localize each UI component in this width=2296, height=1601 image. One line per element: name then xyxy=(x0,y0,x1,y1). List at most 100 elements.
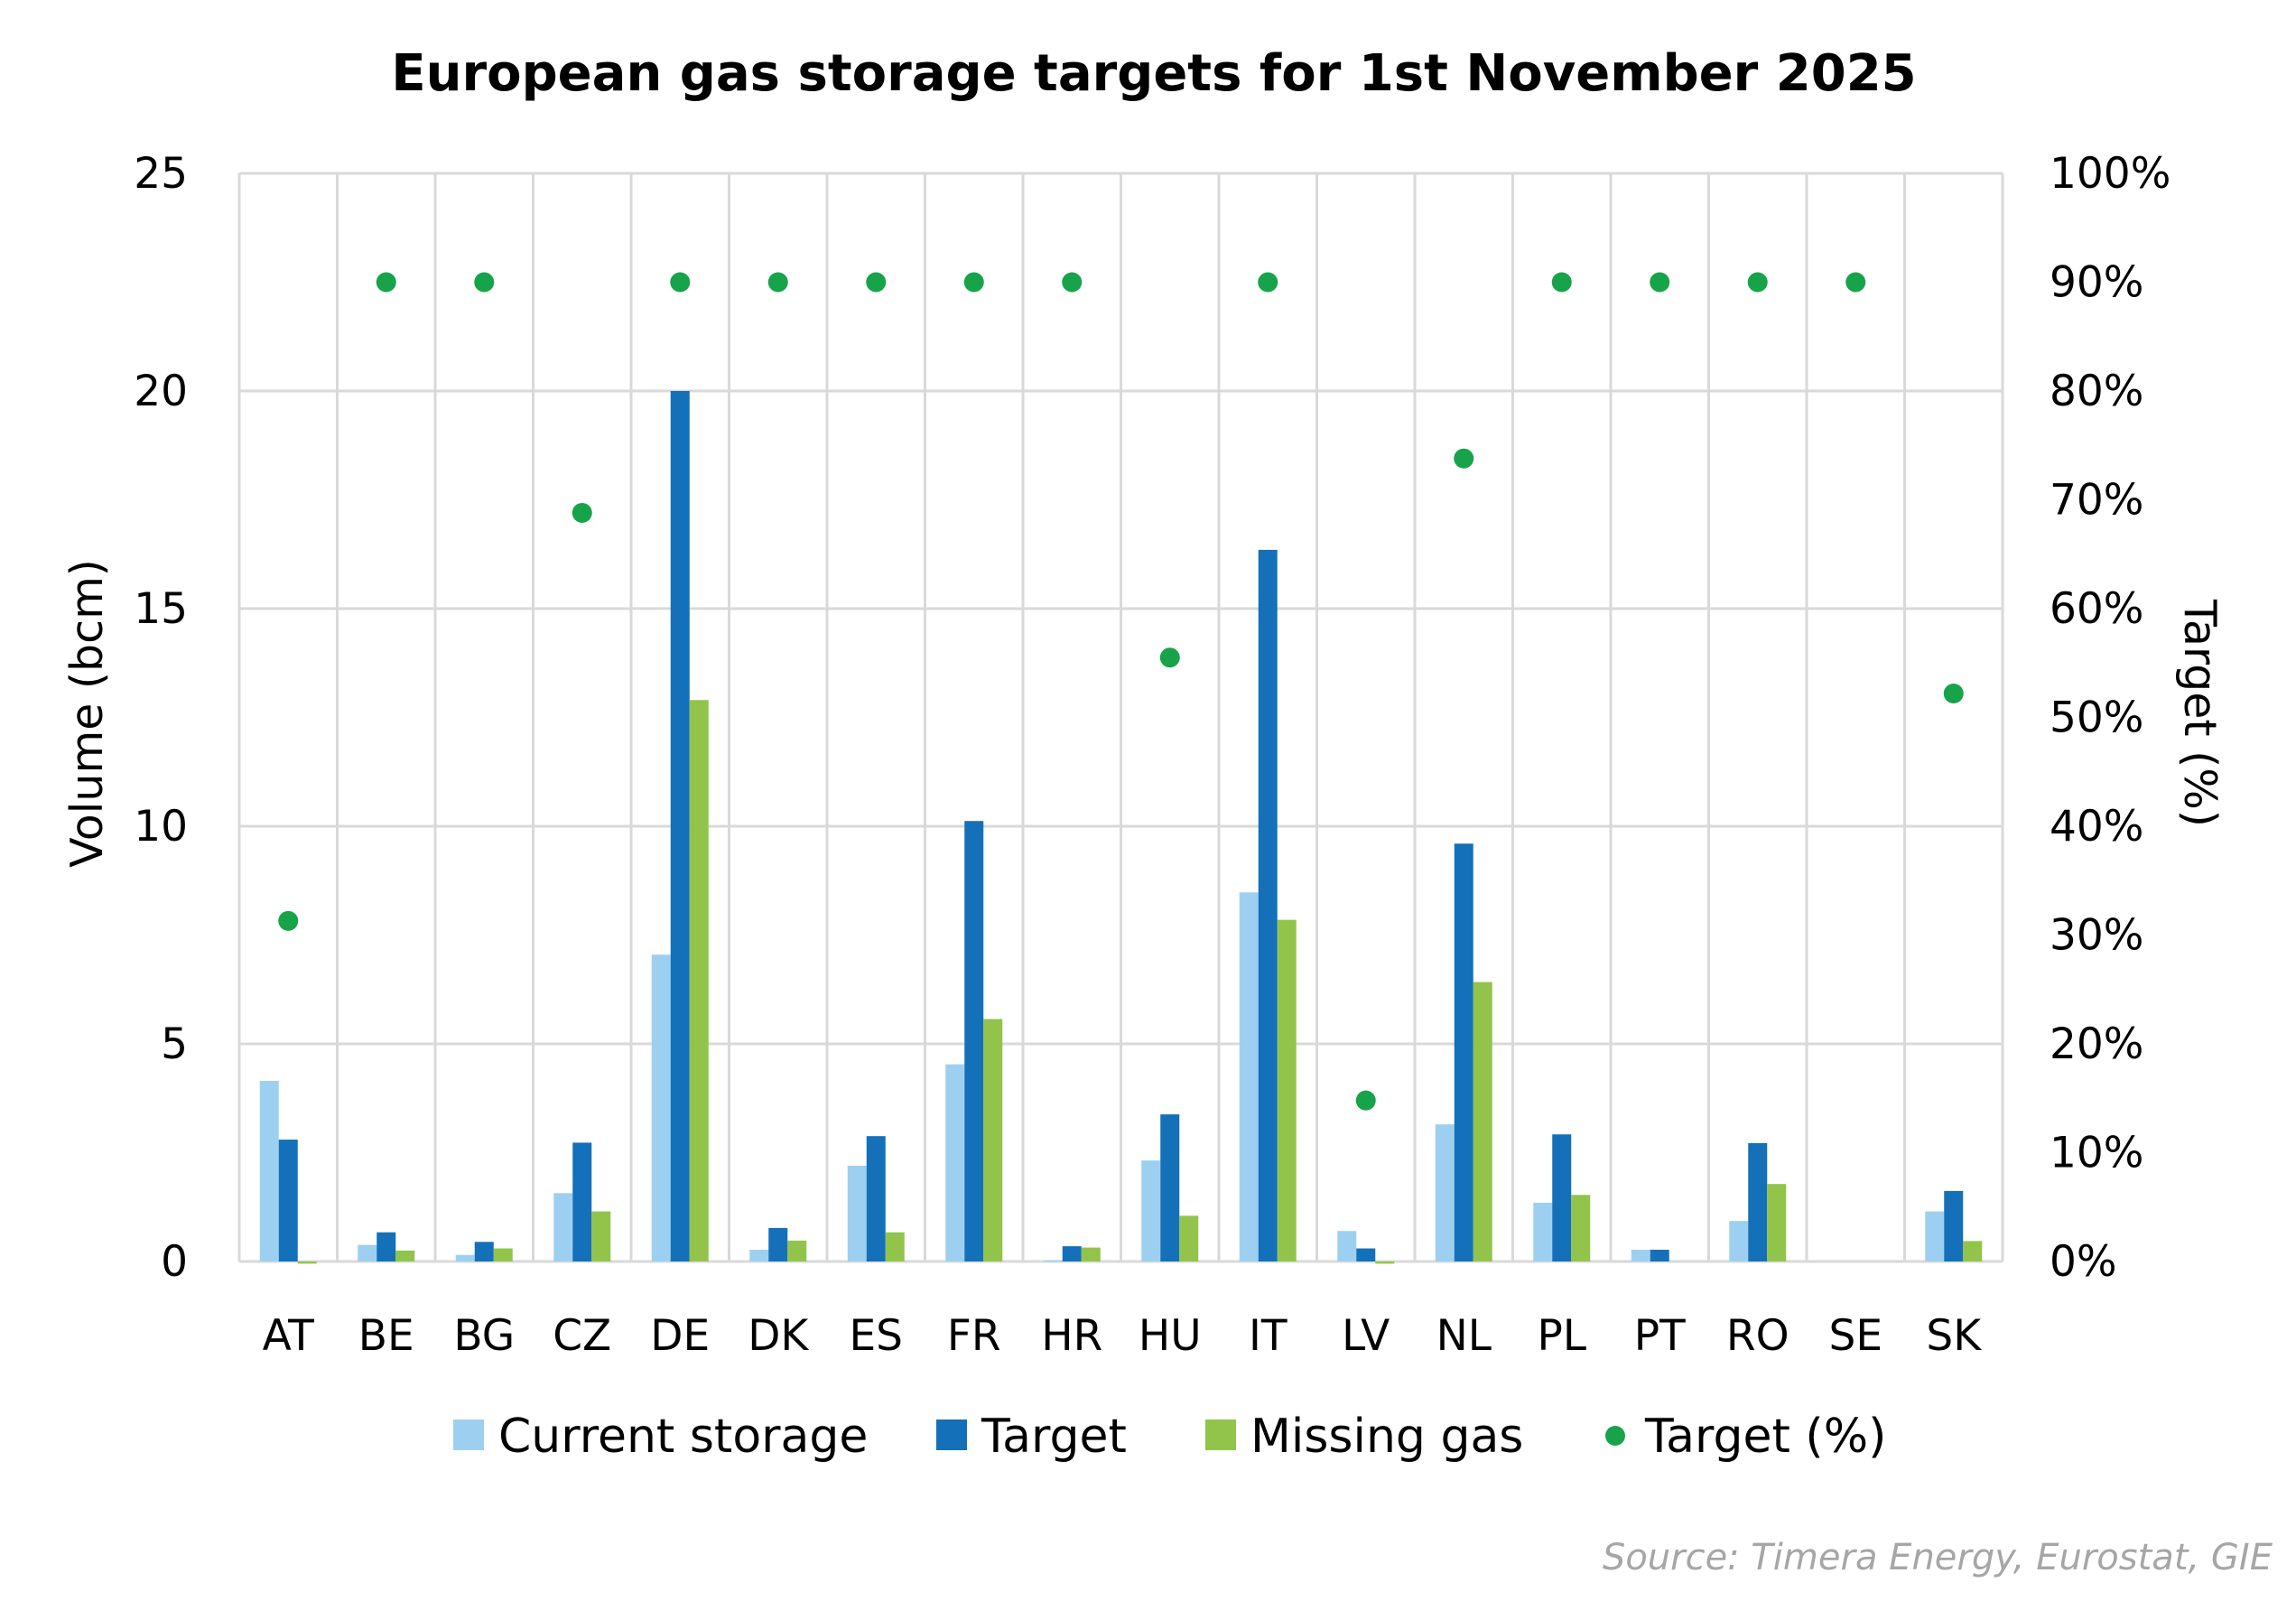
y2-tick-label: 90% xyxy=(2050,258,2143,308)
legend-label-current-storage: Current storage xyxy=(498,1410,868,1464)
bar-missing-gas-hr xyxy=(1081,1247,1101,1261)
bar-missing-gas-es xyxy=(885,1232,905,1261)
y2-tick-label: 50% xyxy=(2050,693,2143,743)
bar-missing-gas-at xyxy=(297,1261,317,1264)
bar-target-nl xyxy=(1454,843,1473,1261)
y2-axis-title: Target (%) xyxy=(2174,599,2226,827)
grid xyxy=(237,172,2004,1263)
bar-current-storage-hu xyxy=(1141,1160,1161,1261)
y2-tick-label: 0% xyxy=(2050,1237,2117,1287)
y-tick-label: 20 xyxy=(134,367,188,416)
bar-target-at xyxy=(278,1140,298,1261)
x-tick-label-hr: HR xyxy=(1041,1311,1102,1361)
y-axis-ticks: 0 5 10 15 20 25 xyxy=(134,149,188,1287)
y-tick-label: 0 xyxy=(161,1237,188,1287)
bar-target-es xyxy=(866,1136,886,1261)
y2-axis-ticks: 0% 10% 20% 30% 40% 50% 60% 70% 80% 90% 100% xyxy=(2050,149,2171,1287)
y2-tick-label: 60% xyxy=(2050,584,2143,634)
target-percent-point-ro xyxy=(1747,272,1768,293)
y2-tick-label: 10% xyxy=(2050,1129,2143,1178)
target-percent-point-se xyxy=(1845,272,1866,293)
bar-current-storage-cz xyxy=(553,1193,573,1261)
legend: Current storage Target Missing gas Target (… xyxy=(453,1410,1886,1464)
target-percent-point-nl xyxy=(1454,448,1474,469)
x-tick-label-pt: PT xyxy=(1634,1311,1686,1361)
legend-swatch-missing-gas xyxy=(1205,1419,1236,1450)
target-percent-point-pt xyxy=(1650,272,1670,293)
bar-current-storage-es xyxy=(847,1165,867,1261)
x-tick-label-cz: CZ xyxy=(553,1311,611,1361)
x-tick-label-sk: SK xyxy=(1926,1311,1982,1361)
target-percent-point-at xyxy=(278,910,299,931)
bar-target-ro xyxy=(1748,1142,1768,1261)
x-tick-label-nl: NL xyxy=(1436,1311,1492,1361)
bar-missing-gas-cz xyxy=(591,1211,611,1261)
legend-swatch-target xyxy=(936,1419,967,1450)
bar-missing-gas-fr xyxy=(983,1019,1003,1261)
bar-missing-gas-lv xyxy=(1375,1261,1395,1264)
bar-current-storage-de xyxy=(651,954,671,1261)
y-tick-label: 25 xyxy=(134,149,188,199)
bar-target-it xyxy=(1258,549,1278,1261)
target-percent-point-sk xyxy=(1943,683,1964,703)
bar-missing-gas-pl xyxy=(1571,1195,1591,1261)
legend-swatch-target xyxy=(1605,1426,1625,1446)
x-tick-label-ro: RO xyxy=(1726,1311,1789,1361)
bar-missing-gas-it xyxy=(1277,919,1297,1261)
x-tick-label-fr: FR xyxy=(947,1311,1001,1361)
x-tick-label-de: DE xyxy=(650,1311,710,1361)
x-tick-label-es: ES xyxy=(849,1311,903,1361)
bar-missing-gas-hu xyxy=(1179,1215,1199,1261)
target-percent-point-be xyxy=(376,272,396,293)
legend-swatch-current-storage xyxy=(453,1419,484,1450)
y-axis-title: Volume (bcm) xyxy=(61,559,113,868)
y-tick-label: 10 xyxy=(134,802,188,852)
y2-tick-label: 80% xyxy=(2050,367,2143,416)
target-percent-point-bg xyxy=(474,272,495,293)
bar-missing-gas-nl xyxy=(1473,982,1492,1261)
bar-target-hu xyxy=(1160,1114,1180,1261)
bar-current-storage-be xyxy=(358,1244,377,1261)
bar-missing-gas-ro xyxy=(1767,1184,1787,1261)
bar-target-hr xyxy=(1062,1246,1082,1261)
bar-target-fr xyxy=(964,821,984,1261)
legend-label-missing-gas: Missing gas xyxy=(1250,1410,1523,1464)
bar-current-storage-nl xyxy=(1435,1124,1455,1261)
x-axis-ticks: AT BE BG CZ DE DK ES FR HR HU IT LV NL PL PT RO SE SK xyxy=(263,1311,1983,1361)
y-tick-label: 5 xyxy=(161,1019,188,1069)
target-percent-point-fr xyxy=(963,272,984,293)
bar-target-pt xyxy=(1650,1249,1669,1261)
y2-tick-label: 20% xyxy=(2050,1019,2143,1069)
y2-tick-label: 30% xyxy=(2050,911,2143,961)
target-percent-point-es xyxy=(866,272,887,293)
bar-current-storage-it xyxy=(1239,892,1259,1261)
y-tick-label: 15 xyxy=(134,584,188,634)
y2-tick-label: 40% xyxy=(2050,802,2143,852)
y2-tick-label: 70% xyxy=(2050,476,2143,526)
target-percent-point-it xyxy=(1258,272,1278,293)
legend-label-target: Target xyxy=(981,1410,1127,1464)
x-tick-label-hu: HU xyxy=(1139,1311,1202,1361)
bar-target-sk xyxy=(1944,1190,1964,1261)
bar-target-lv xyxy=(1356,1248,1376,1261)
x-tick-label-dk: DK xyxy=(748,1311,809,1361)
target-percent-point-lv xyxy=(1355,1090,1376,1111)
source-note: Source: Timera Energy, Eurostat, GIE xyxy=(1603,1537,2273,1578)
bar-target-dk xyxy=(768,1227,788,1261)
x-tick-label-se: SE xyxy=(1828,1311,1882,1361)
bar-missing-gas-dk xyxy=(787,1240,807,1261)
target-percent-points xyxy=(278,272,1964,1111)
x-tick-label-lv: LV xyxy=(1342,1311,1390,1361)
bars xyxy=(259,391,1983,1264)
bar-target-cz xyxy=(572,1142,592,1261)
x-tick-label-it: IT xyxy=(1249,1311,1287,1361)
bar-current-storage-pl xyxy=(1533,1202,1553,1261)
bar-current-storage-ro xyxy=(1729,1221,1749,1261)
bar-current-storage-sk xyxy=(1925,1211,1945,1261)
y2-tick-label: 100% xyxy=(2050,149,2171,199)
target-percent-point-de xyxy=(670,272,691,293)
x-tick-label-be: BE xyxy=(358,1311,414,1361)
bar-missing-gas-de xyxy=(689,700,709,1261)
bar-target-bg xyxy=(474,1242,494,1261)
